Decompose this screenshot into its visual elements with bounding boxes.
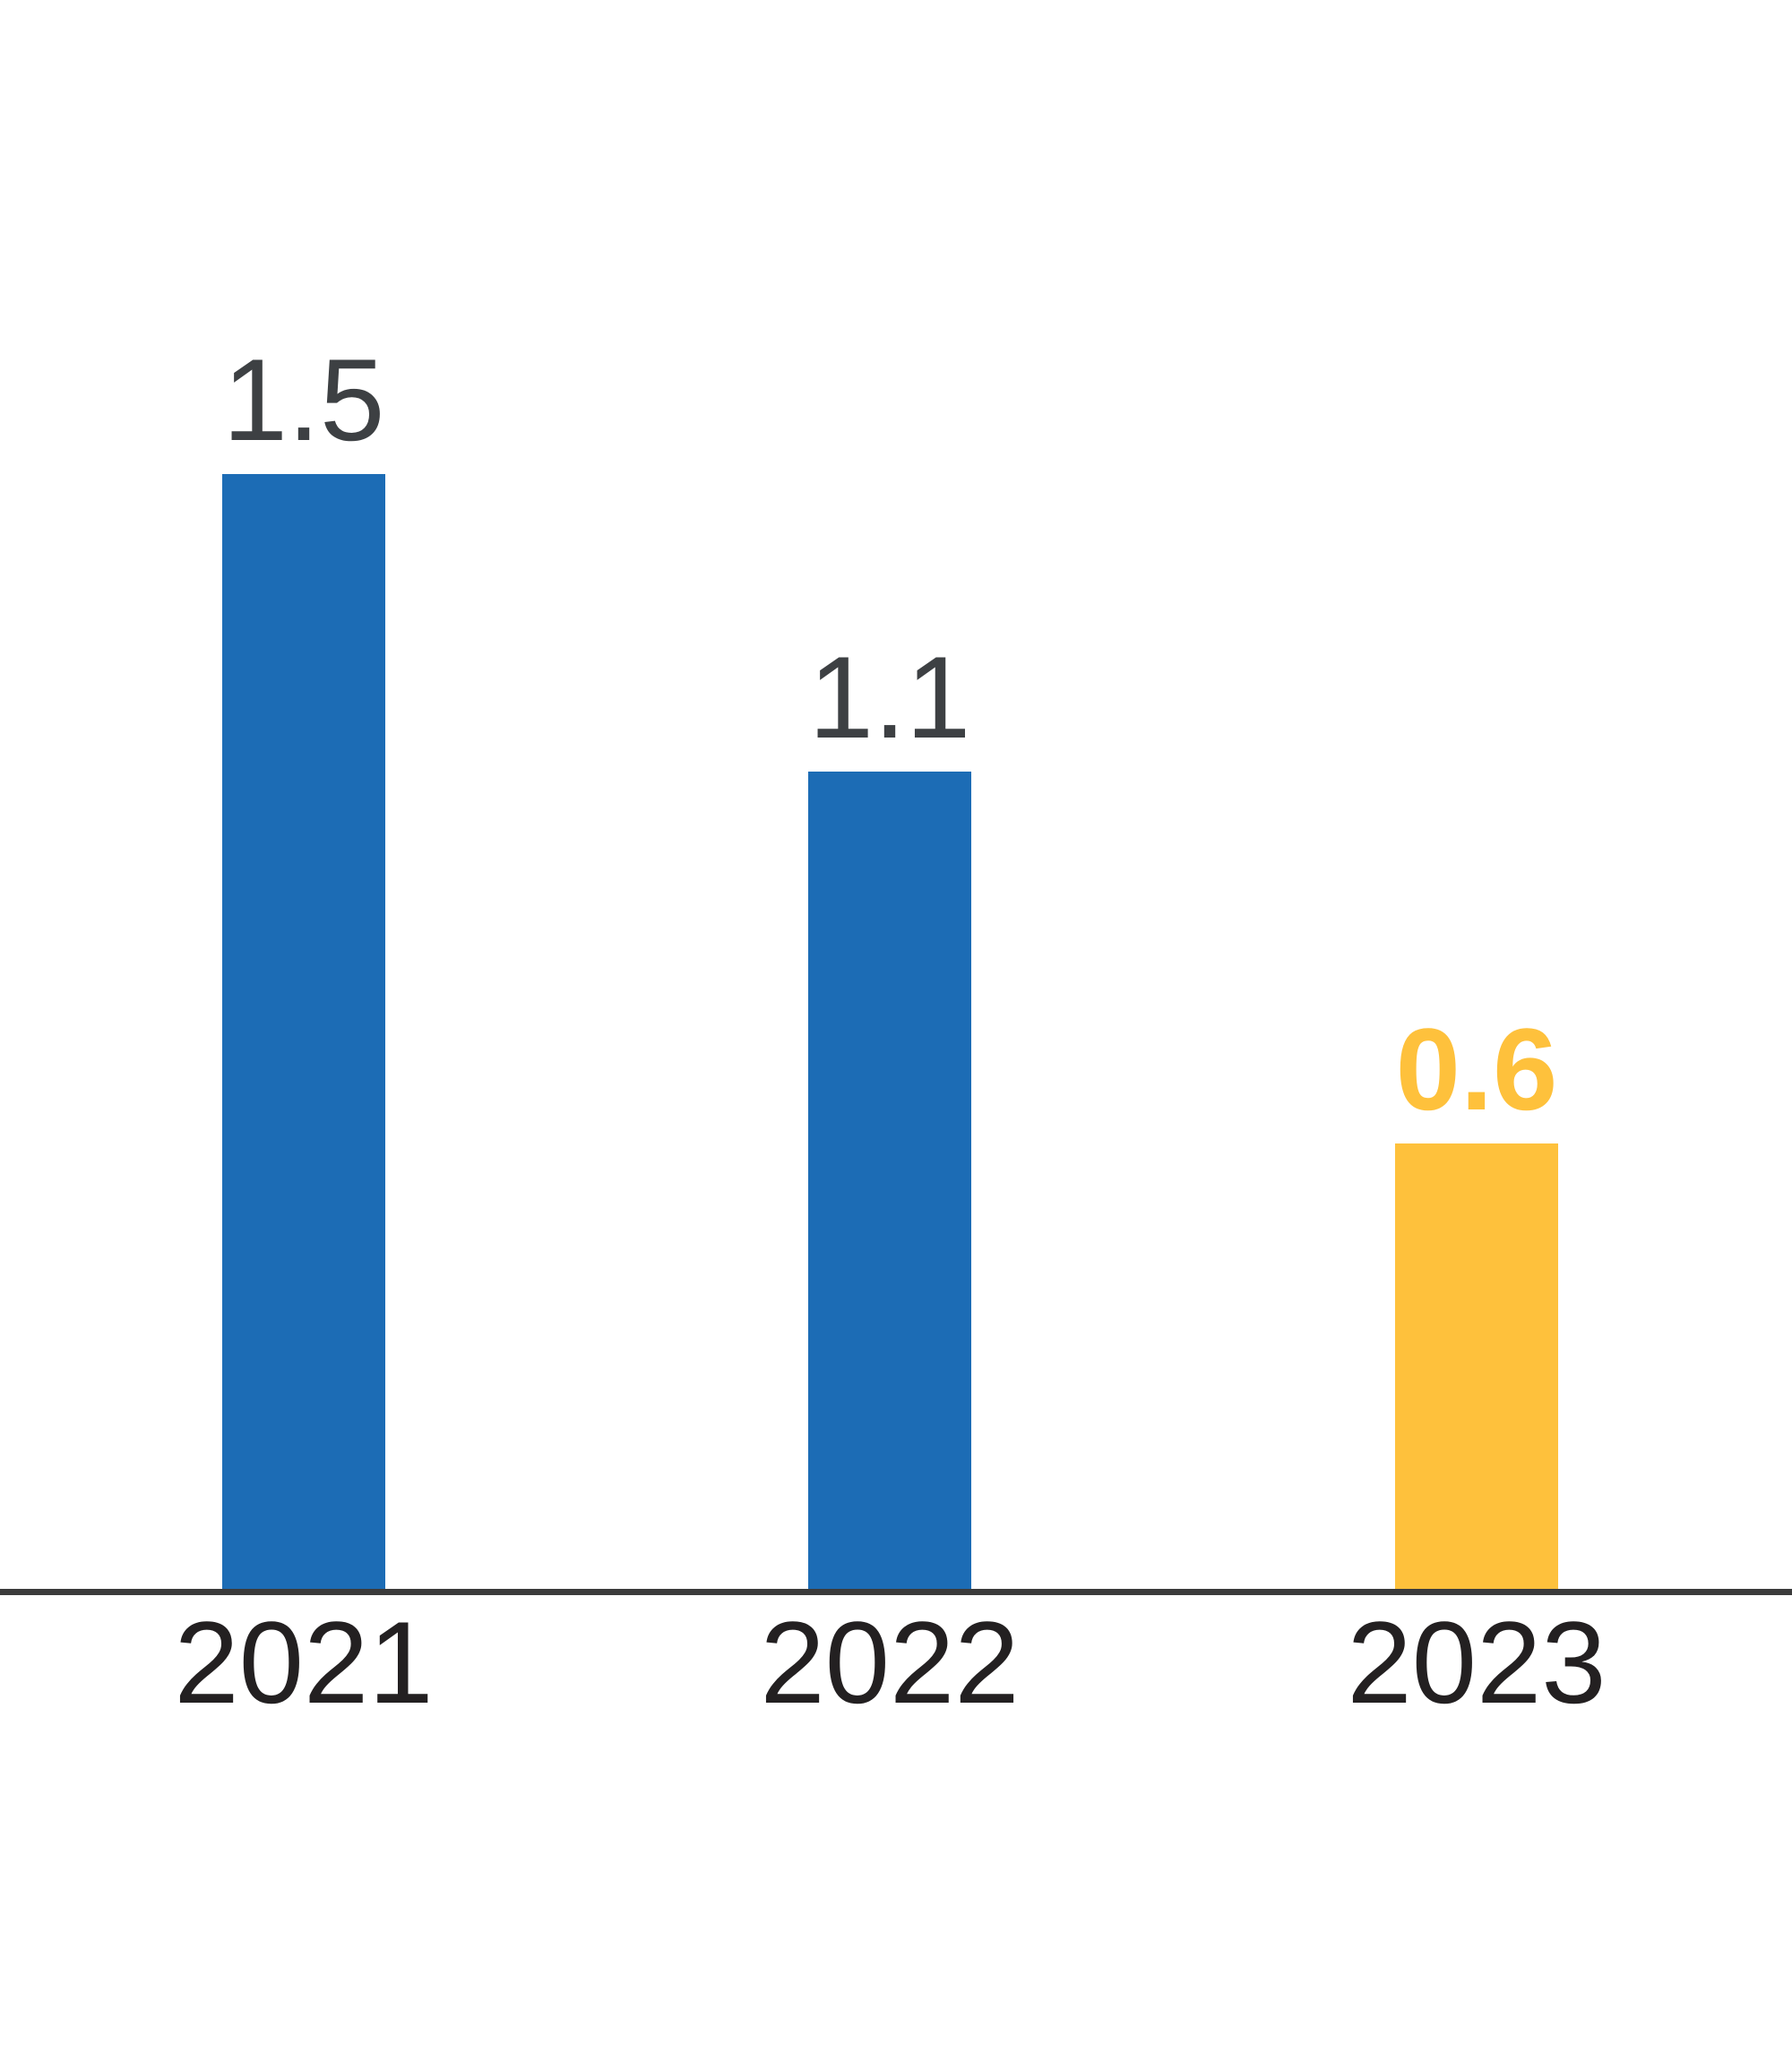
bar-2021 [222,474,385,1589]
x-tick-label-2023: 2023 [1347,1597,1607,1728]
bar-group-2021: 1.5 [222,341,385,1589]
bar-group-2022: 1.1 [808,639,971,1589]
bar-value-label-2022: 1.1 [808,632,971,763]
x-tick-label-2022: 2022 [760,1597,1020,1728]
x-axis-line [0,1589,1792,1595]
bar-2022 [808,772,971,1589]
bar-value-label-2021: 1.5 [222,334,385,465]
bar-2023 [1395,1143,1558,1589]
bar-value-label-2023: 0.6 [1395,1004,1558,1135]
bar-group-2023: 0.6 [1395,1011,1558,1589]
x-tick-label-2021: 2021 [174,1597,434,1728]
